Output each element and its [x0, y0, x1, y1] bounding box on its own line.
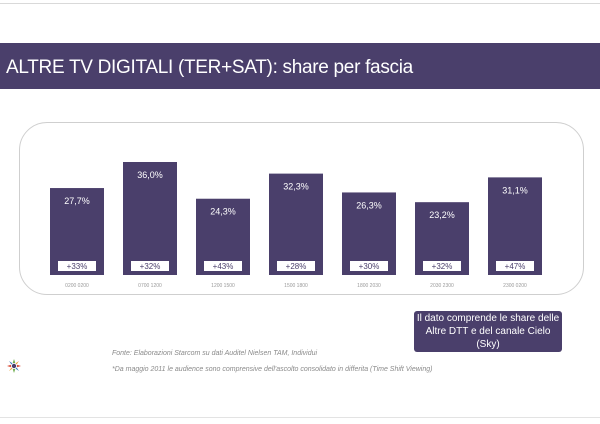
bar	[50, 188, 104, 275]
top-divider	[0, 3, 600, 4]
starcom-logo-icon	[6, 358, 22, 374]
bar-value-label: 23,2%	[429, 210, 455, 220]
note-box: Il dato comprende le share delle Altre D…	[414, 311, 562, 352]
growth-badge	[277, 261, 315, 271]
footnote-text: *Da maggio 2011 le audience sono compren…	[112, 366, 433, 373]
category-label: 0200 0200	[65, 283, 89, 289]
title-bar: ALTRE TV DIGITALI (TER+SAT): share per f…	[0, 43, 600, 89]
growth-badge	[350, 261, 388, 271]
bottom-divider	[0, 417, 600, 418]
growth-label: +32%	[140, 262, 161, 271]
growth-badge	[496, 261, 534, 271]
category-label: 0700 1200	[138, 283, 162, 289]
bar-value-label: 27,7%	[64, 196, 90, 206]
growth-badge	[423, 261, 461, 271]
growth-badge	[131, 261, 169, 271]
growth-label: +33%	[67, 262, 88, 271]
bar-value-label: 26,3%	[356, 200, 382, 210]
category-label: 2300 0200	[503, 283, 527, 289]
growth-label: +43%	[213, 262, 234, 271]
bar-value-label: 36,0%	[137, 170, 163, 180]
bar-value-label: 32,3%	[283, 182, 309, 192]
growth-label: +30%	[359, 262, 380, 271]
growth-label: +47%	[505, 262, 526, 271]
growth-badge	[58, 261, 96, 271]
growth-label: +28%	[286, 262, 307, 271]
growth-label: +32%	[432, 262, 453, 271]
category-label: 1800 2030	[357, 283, 381, 289]
category-label: 2030 2300	[430, 283, 454, 289]
growth-badge	[204, 261, 242, 271]
category-label: 1200 1500	[211, 283, 235, 289]
page-title: ALTRE TV DIGITALI (TER+SAT): share per f…	[6, 57, 413, 78]
bar-value-label: 31,1%	[502, 185, 528, 195]
bar	[269, 173, 323, 275]
source-text: Fonte: Elaborazioni Starcom su dati Audi…	[112, 350, 318, 357]
bar	[488, 177, 542, 275]
bar	[123, 162, 177, 275]
category-label: 1500 1800	[284, 283, 308, 289]
bar-value-label: 24,3%	[210, 207, 236, 217]
